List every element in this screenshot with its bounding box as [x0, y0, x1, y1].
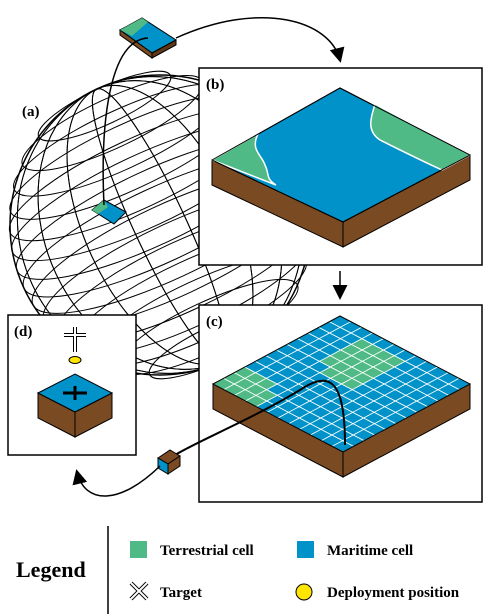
legend-title: Legend: [16, 557, 86, 582]
legend-swatch: [130, 541, 147, 558]
legend-label: Deployment position: [327, 585, 460, 601]
cell-d: [36, 327, 114, 438]
panel-label: (d): [14, 324, 32, 340]
legend-swatch: [297, 541, 314, 558]
panel-label: (c): [206, 314, 223, 330]
floating-tile: [119, 17, 177, 59]
legend-label: Target: [160, 585, 202, 601]
arrow: [175, 17, 345, 63]
panel-label: (a): [22, 104, 40, 120]
legend-icon: [130, 582, 148, 600]
legend: Legend Terrestrial cell Maritime cell Ta…: [16, 526, 460, 614]
parallel: [37, 70, 172, 142]
tile-b: [210, 87, 472, 248]
tile-outline: [211, 315, 472, 453]
legend-label: Terrestrial cell: [160, 543, 254, 559]
arrow: [72, 465, 161, 497]
legend-icon: [295, 583, 313, 601]
connector: [174, 379, 346, 456]
panel-label: (b): [206, 77, 224, 93]
legend-label: Maritime cell: [327, 543, 413, 559]
small-cube: [157, 449, 181, 475]
connector: [102, 37, 149, 206]
parallel: [21, 74, 204, 172]
